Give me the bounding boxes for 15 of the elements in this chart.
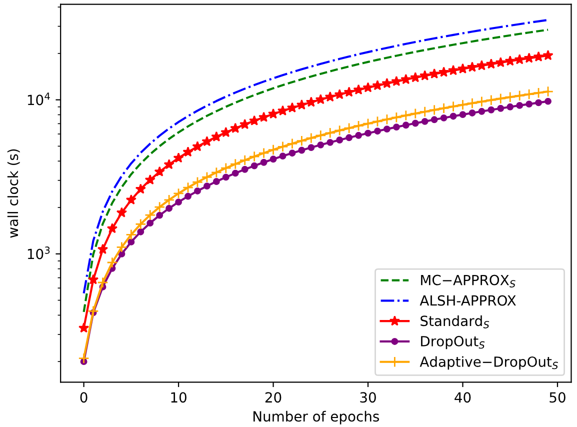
y-axis-title: wall clock (s): [7, 149, 20, 238]
x-tick-label: 0: [80, 392, 88, 403]
x-tick-label: 50: [550, 392, 566, 403]
x-axis-title: Number of epochs: [254, 410, 379, 424]
legend-label: Standard$_{S}$: [420, 315, 490, 328]
x-tick-label: 20: [265, 392, 282, 403]
y-tick-label: 10$^{3}$: [28, 246, 50, 260]
x-tick-label: 10: [171, 392, 186, 403]
legend-label: Adaptive−DropOut$_{S}$: [420, 356, 558, 370]
x-tick-label: 30: [360, 392, 376, 403]
x-tick-label: 40: [454, 392, 471, 403]
y-tick-label: 10$^{4}$: [28, 92, 50, 106]
legend-label: ALSH-APPROX: [420, 295, 516, 306]
legend-label: MC−APPROX$_{S}$: [421, 274, 516, 288]
legend-label: DropOut$_{S}$: [421, 336, 485, 350]
